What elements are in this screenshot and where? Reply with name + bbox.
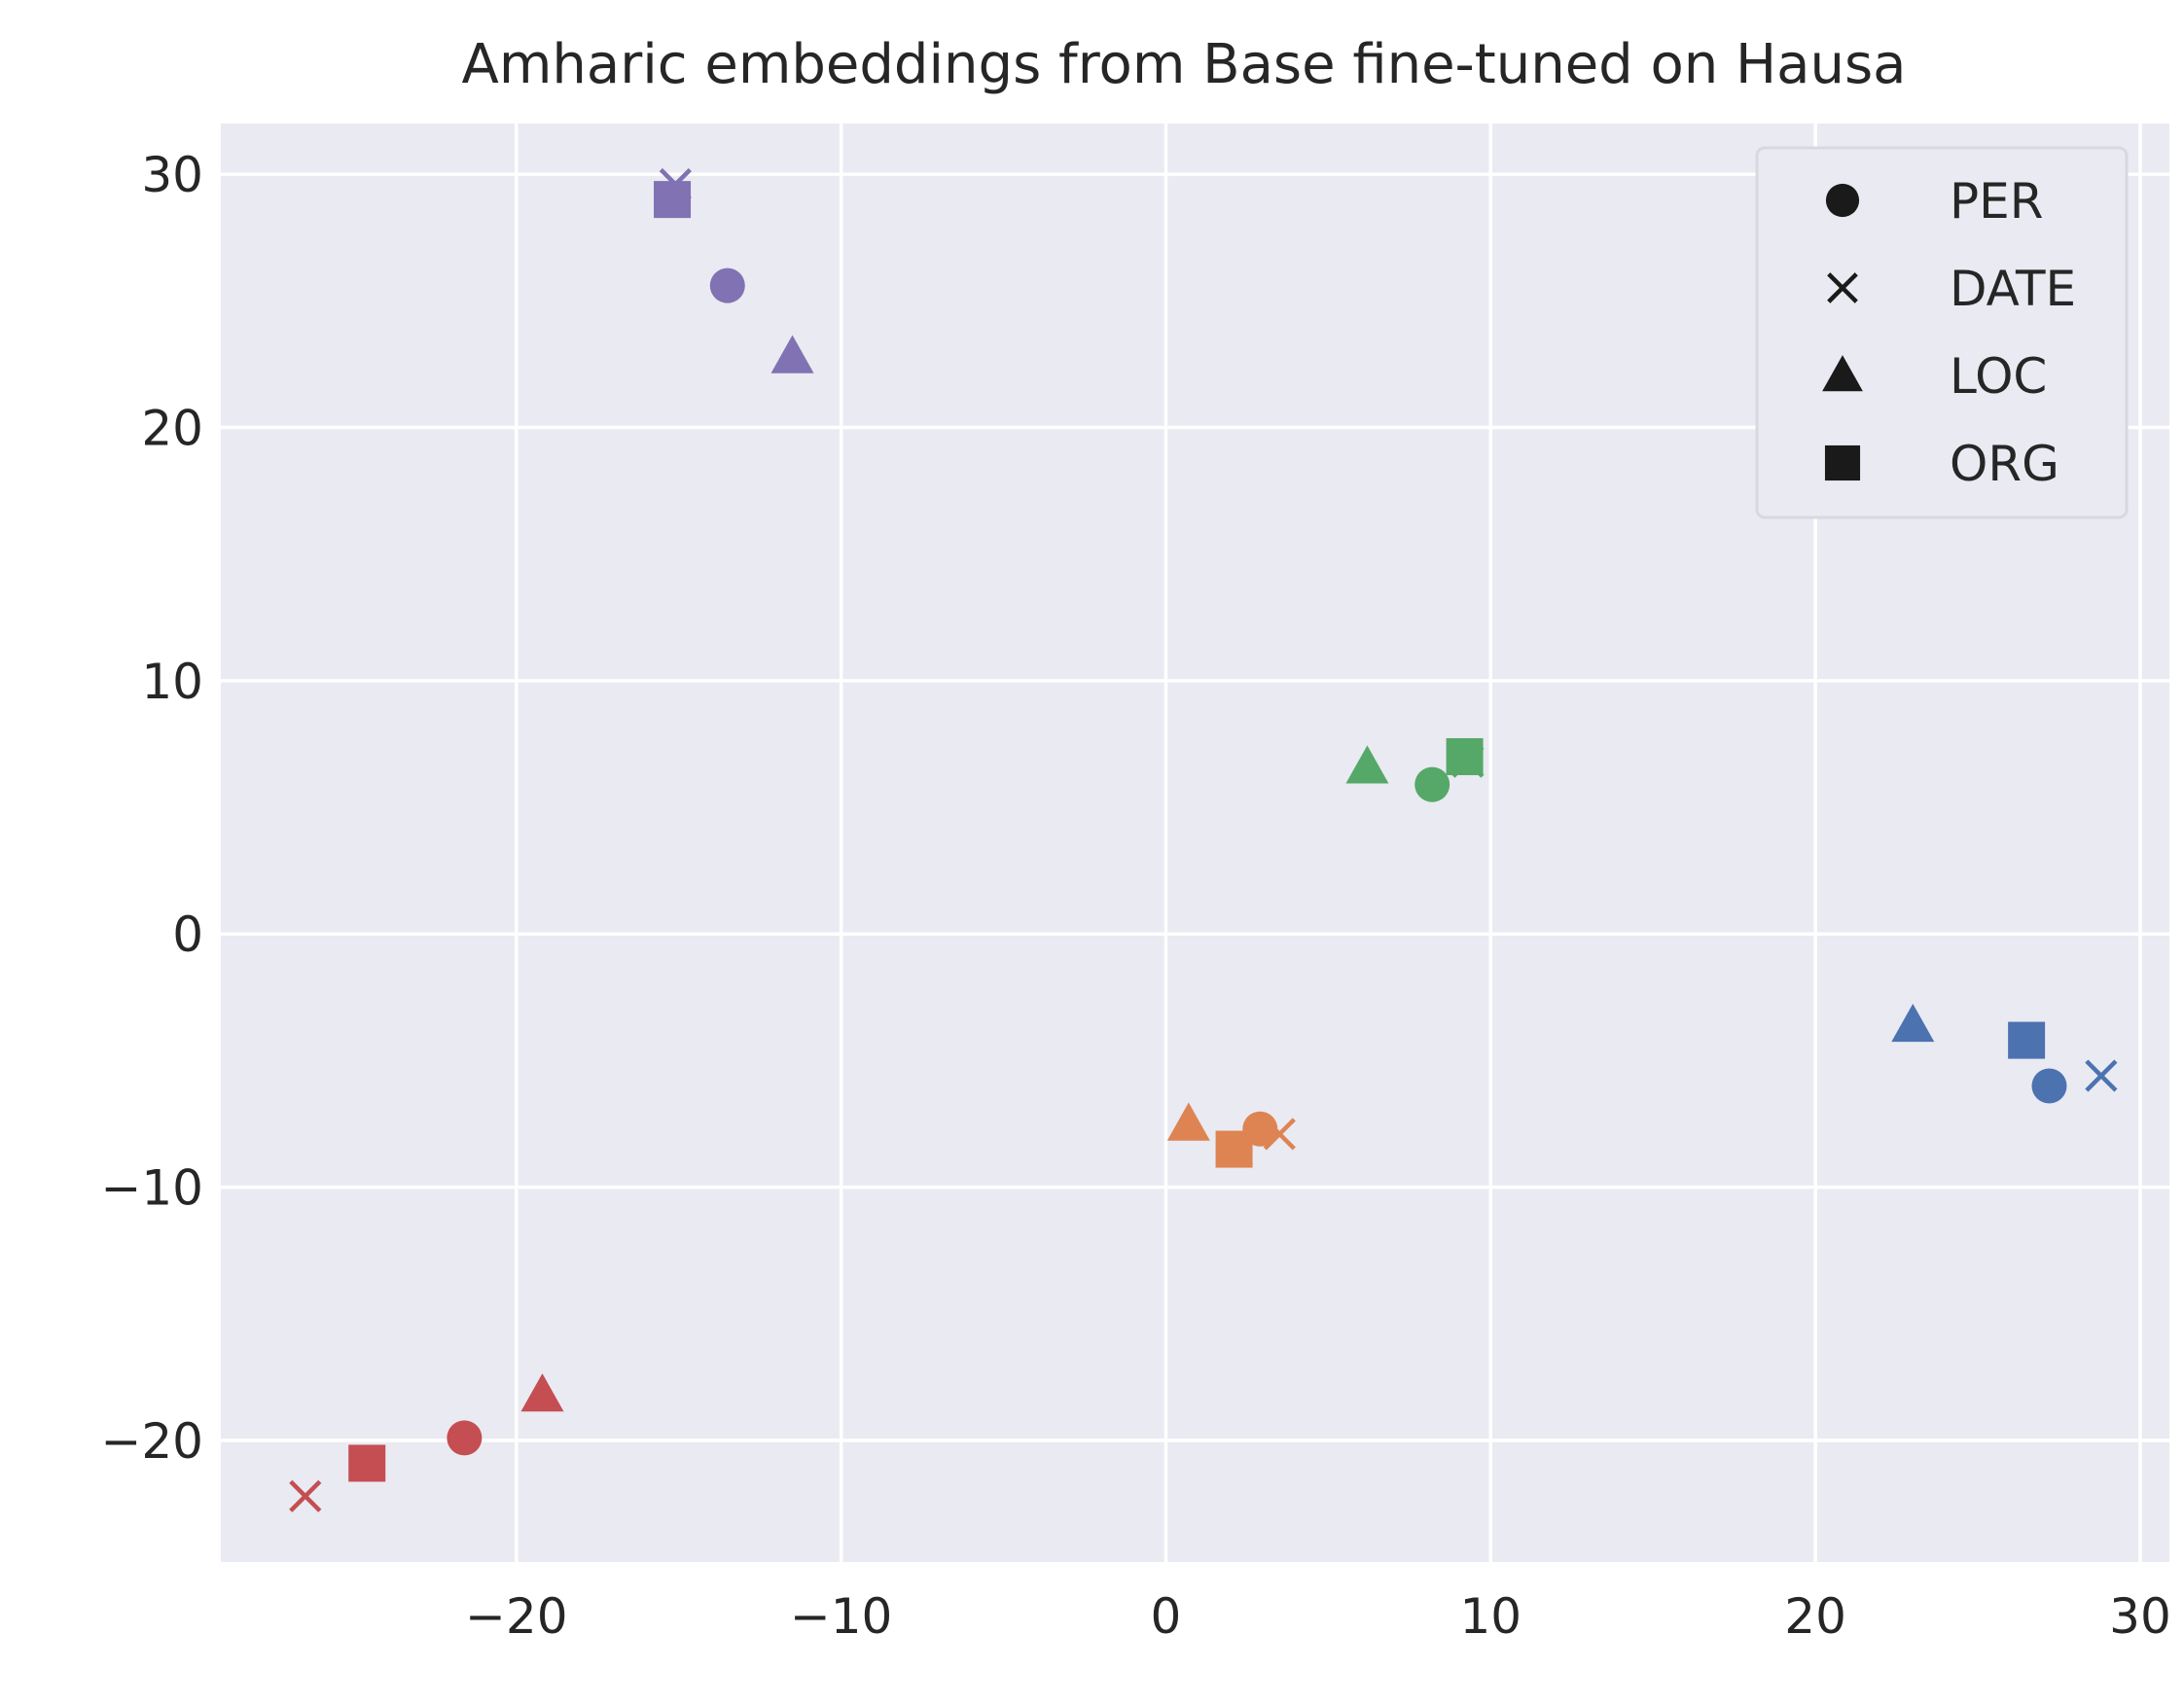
chart-title: Amharic embeddings from Base fine-tuned … <box>462 33 1907 96</box>
point-green-triangle <box>1345 745 1389 784</box>
x-tick-label: 0 <box>1151 1588 1182 1645</box>
y-tick-label: 20 <box>141 400 203 456</box>
x-tick-label: 20 <box>1784 1588 1846 1645</box>
point-blue-circle <box>2031 1068 2067 1104</box>
y-tick-label: 30 <box>141 147 203 203</box>
x-tick-label: −10 <box>790 1588 893 1645</box>
legend-marker-circle <box>1825 183 1860 218</box>
point-blue-x <box>2085 1059 2118 1092</box>
x-tick-label: 30 <box>2109 1588 2171 1645</box>
point-purple-triangle <box>770 335 814 373</box>
point-red-square <box>348 1444 386 1482</box>
legend-marker-x <box>1827 272 1858 303</box>
point-blue-square <box>2008 1021 2046 1059</box>
point-blue-triangle <box>1891 1003 1935 1043</box>
legend: PER DATE LOC ORG <box>1755 146 2129 519</box>
data-points <box>289 167 2118 1512</box>
legend-marker-square <box>1824 444 1861 481</box>
legend-label: DATE <box>1950 261 2076 317</box>
x-tick-label: −20 <box>465 1588 568 1645</box>
point-orange-triangle <box>1166 1102 1210 1141</box>
legend-label: PER <box>1950 173 2043 230</box>
x-tick-label: 10 <box>1459 1588 1522 1645</box>
point-purple-square <box>654 181 692 219</box>
point-red-circle <box>447 1420 483 1456</box>
legend-label: ORG <box>1950 436 2059 492</box>
point-red-triangle <box>520 1373 564 1412</box>
y-tick-label: 10 <box>141 654 203 710</box>
point-green-circle <box>1414 766 1450 802</box>
point-green-square <box>1446 737 1484 775</box>
legend-label: LOC <box>1950 348 2047 405</box>
point-orange-square <box>1215 1130 1253 1168</box>
point-purple-circle <box>709 267 745 303</box>
legend-box <box>1755 146 2129 519</box>
y-tick-label: 0 <box>172 906 203 963</box>
y-axis-ticks: −20 −10 0 10 20 30 <box>100 147 203 1470</box>
legend-marker-triangle <box>1822 355 1863 392</box>
y-tick-label: −20 <box>100 1413 203 1470</box>
y-tick-label: −10 <box>100 1160 203 1217</box>
point-red-x <box>289 1479 322 1512</box>
x-axis-ticks: −20 −10 0 10 20 30 <box>465 1588 2171 1645</box>
